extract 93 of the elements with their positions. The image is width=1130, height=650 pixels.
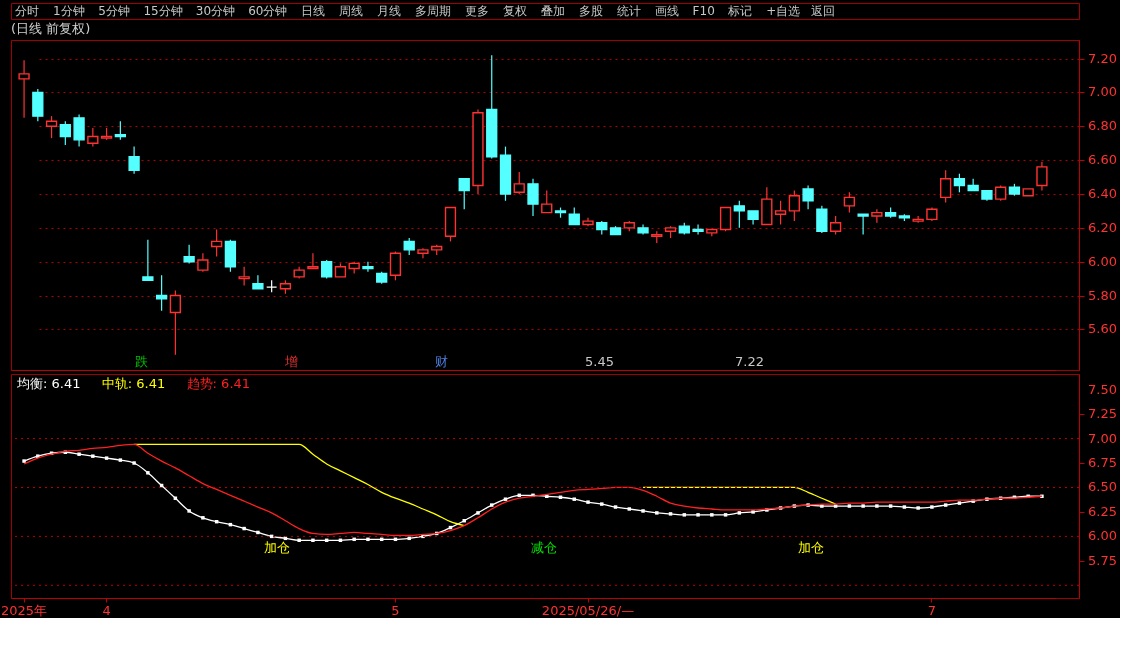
candlestick	[829, 215, 842, 236]
text: 60分钟	[248, 4, 288, 18]
candlestick	[843, 191, 856, 214]
y-tick-label: 6.75	[1088, 455, 1117, 471]
text: 1分钟	[53, 4, 85, 18]
candlestick	[238, 266, 250, 286]
x-tick-label: 2025年	[1, 602, 48, 618]
y-tick-label: 6.80	[1088, 118, 1117, 134]
y-tick-label: 6.50	[1088, 479, 1117, 495]
candlestick	[871, 208, 883, 224]
candlestick	[155, 274, 168, 312]
candlestick	[692, 223, 704, 236]
candlestick	[321, 259, 333, 280]
candlestick	[940, 169, 952, 204]
candlestick	[210, 228, 223, 258]
annotation: 加仓	[798, 540, 824, 555]
candlestick	[128, 146, 140, 175]
y-tick-label: 7.20	[1088, 50, 1117, 66]
y-tick-label: 6.00	[1088, 253, 1117, 269]
candlestick	[912, 215, 924, 224]
y-tick-label: 7.50	[1088, 381, 1117, 397]
candlestick	[114, 120, 126, 141]
text: 多周期	[414, 4, 451, 18]
text: F10	[692, 4, 715, 18]
y-tick-label: 6.00	[1088, 528, 1117, 544]
candlestick	[788, 190, 800, 222]
y-tick-label: 7.00	[1088, 84, 1117, 100]
annotation: 增	[284, 354, 298, 369]
candlestick	[857, 213, 869, 236]
y-tick-label: 6.20	[1088, 219, 1117, 235]
candlestick	[389, 250, 402, 281]
candlestick	[183, 244, 195, 264]
text: 叠加	[540, 4, 565, 18]
y-tick-label: 5.75	[1088, 552, 1117, 568]
candlestick	[45, 115, 58, 139]
candlestick	[719, 206, 732, 232]
y-tick-label: 7.25	[1088, 406, 1117, 422]
text: 统计	[616, 4, 641, 18]
annotation: 加仓	[264, 540, 290, 555]
y-tick-label: 5.80	[1088, 287, 1117, 303]
candlestick	[169, 289, 182, 356]
text: 分时	[15, 4, 39, 18]
annotation: 财	[435, 354, 448, 369]
text: 周线	[338, 4, 363, 18]
text: 日线	[300, 4, 325, 18]
candlestick	[252, 274, 264, 290]
candlestick	[307, 252, 319, 270]
annotation: 跌	[135, 354, 148, 369]
candlestick	[142, 239, 154, 282]
y-tick-label: 6.25	[1088, 503, 1117, 519]
candlestick	[774, 200, 787, 226]
text: 月线	[376, 4, 401, 18]
chart-title: (日线 前复权)	[11, 21, 91, 36]
annotation: 5.45	[585, 354, 614, 369]
candlestick	[816, 205, 828, 234]
x-tick-label: 2025/05/26/—	[541, 602, 635, 618]
text: +自选	[766, 4, 801, 18]
candlestick	[733, 200, 745, 229]
text: 5分钟	[98, 4, 130, 18]
text: 均衡: 6.41	[16, 376, 81, 391]
text: 中轨: 6.41	[101, 376, 166, 391]
candlestick	[18, 59, 30, 119]
annotation: 7.22	[735, 354, 764, 369]
text: 标记	[727, 4, 753, 18]
candlestick	[32, 88, 44, 122]
candlestick	[1036, 161, 1048, 192]
candlestick	[802, 184, 814, 210]
text: 趋势: 6.41	[186, 376, 251, 391]
text: 更多	[464, 4, 489, 18]
candlestick	[197, 252, 209, 273]
text: 复权	[502, 4, 527, 18]
candlestick	[87, 127, 99, 148]
x-tick-label: 7	[927, 602, 937, 618]
x-tick-label: 5	[391, 602, 400, 618]
candlestick	[59, 120, 71, 146]
annotation: 减仓	[531, 540, 557, 555]
candlestick	[458, 178, 470, 210]
y-tick-label: 6.40	[1088, 186, 1117, 201]
text: 画线	[654, 4, 679, 18]
text: 15分钟	[143, 4, 183, 18]
candlestick	[73, 113, 85, 148]
candlestick	[527, 178, 539, 217]
text: 多股	[578, 4, 603, 18]
text: 30分钟	[195, 4, 236, 18]
candlestick	[953, 173, 966, 193]
candlestick	[513, 171, 525, 195]
x-tick-label: 4	[102, 602, 111, 618]
y-tick-label: 7.00	[1088, 430, 1117, 446]
text: 返回	[811, 4, 836, 18]
y-tick-label: 6.60	[1088, 152, 1117, 168]
candlestick	[362, 261, 374, 273]
y-tick-label: 5.60	[1088, 321, 1117, 337]
candlestick	[541, 190, 553, 214]
